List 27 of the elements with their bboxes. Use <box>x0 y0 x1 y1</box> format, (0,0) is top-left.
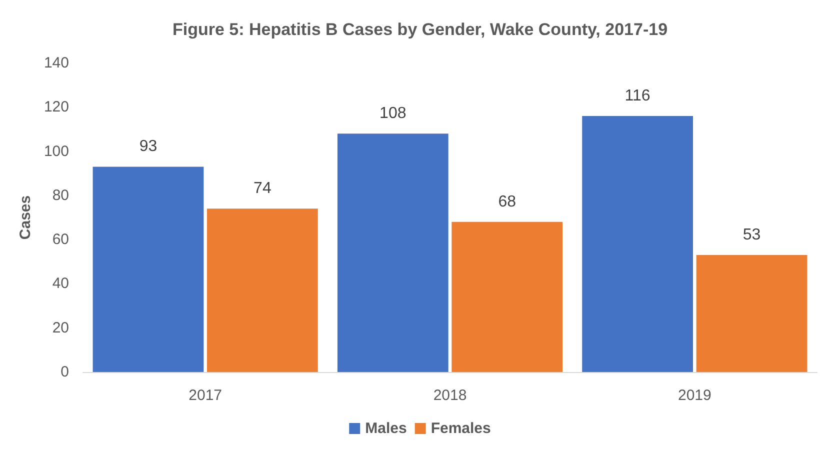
chart-title: Figure 5: Hepatitis B Cases by Gender, Wake County, 2017-19 <box>172 20 668 39</box>
y-tick-label: 100 <box>44 142 69 160</box>
data-label: 53 <box>742 226 761 244</box>
x-tick-label: 2017 <box>188 387 222 404</box>
y-tick-label: 40 <box>52 275 69 292</box>
y-tick-label: 140 <box>44 54 69 72</box>
data-label: 116 <box>624 87 650 104</box>
y-tick-label: 60 <box>52 231 69 248</box>
y-axis-title: Cases <box>17 195 34 240</box>
legend-label: Males <box>365 420 407 437</box>
data-label: 74 <box>254 180 272 198</box>
bar <box>452 222 563 372</box>
data-label: 93 <box>139 138 158 156</box>
bar <box>337 134 448 372</box>
y-tick-label: 80 <box>52 186 69 204</box>
bar <box>582 116 694 372</box>
x-tick-label: 2019 <box>678 387 712 404</box>
x-tick-label: 2018 <box>433 387 467 404</box>
bar <box>696 255 808 372</box>
data-label: 68 <box>498 193 516 210</box>
y-tick-label: 0 <box>60 364 69 380</box>
legend-label: Females <box>430 420 491 437</box>
bar <box>92 166 204 372</box>
bar <box>206 208 318 372</box>
y-tick-label: 120 <box>44 98 69 116</box>
data-label: 108 <box>380 105 406 122</box>
y-tick-label: 20 <box>52 319 69 336</box>
